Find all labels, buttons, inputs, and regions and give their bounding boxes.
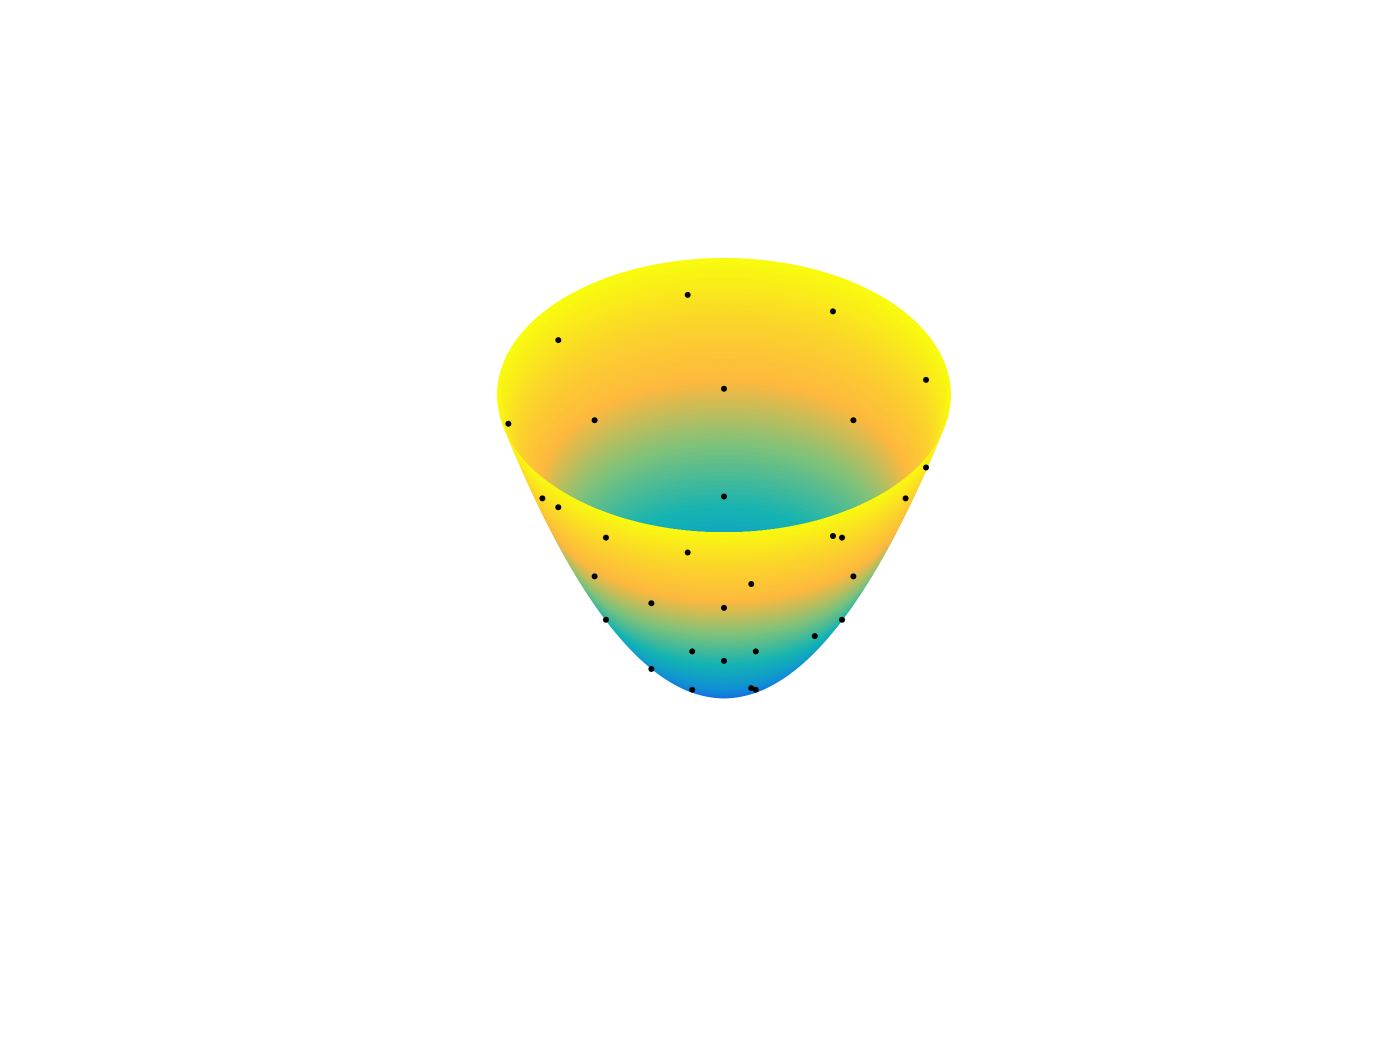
data-point <box>591 417 598 424</box>
data-point <box>684 291 691 298</box>
data-point <box>539 495 546 502</box>
data-point <box>839 534 846 541</box>
data-point <box>602 534 609 541</box>
data-point <box>829 533 836 540</box>
data-point <box>505 420 512 427</box>
data-point <box>648 665 655 672</box>
data-point <box>850 417 857 424</box>
data-point <box>648 600 655 607</box>
data-point <box>752 686 759 693</box>
scatter-points <box>505 291 930 693</box>
data-point <box>811 633 818 640</box>
data-point <box>923 464 930 471</box>
data-point <box>555 504 562 511</box>
data-point <box>689 648 696 655</box>
data-point <box>829 308 836 315</box>
data-point <box>684 549 691 556</box>
data-point <box>850 573 857 580</box>
data-point <box>602 616 609 623</box>
data-point <box>689 686 696 693</box>
data-point <box>721 657 727 664</box>
data-point <box>591 573 598 580</box>
data-point <box>902 495 909 502</box>
data-point <box>721 604 727 611</box>
data-point <box>748 581 755 588</box>
data-point <box>555 337 562 344</box>
data-point <box>839 616 846 623</box>
data-point <box>721 493 727 500</box>
data-point <box>752 648 759 655</box>
data-point <box>721 385 727 392</box>
data-point <box>923 376 930 383</box>
data-point <box>748 685 755 692</box>
